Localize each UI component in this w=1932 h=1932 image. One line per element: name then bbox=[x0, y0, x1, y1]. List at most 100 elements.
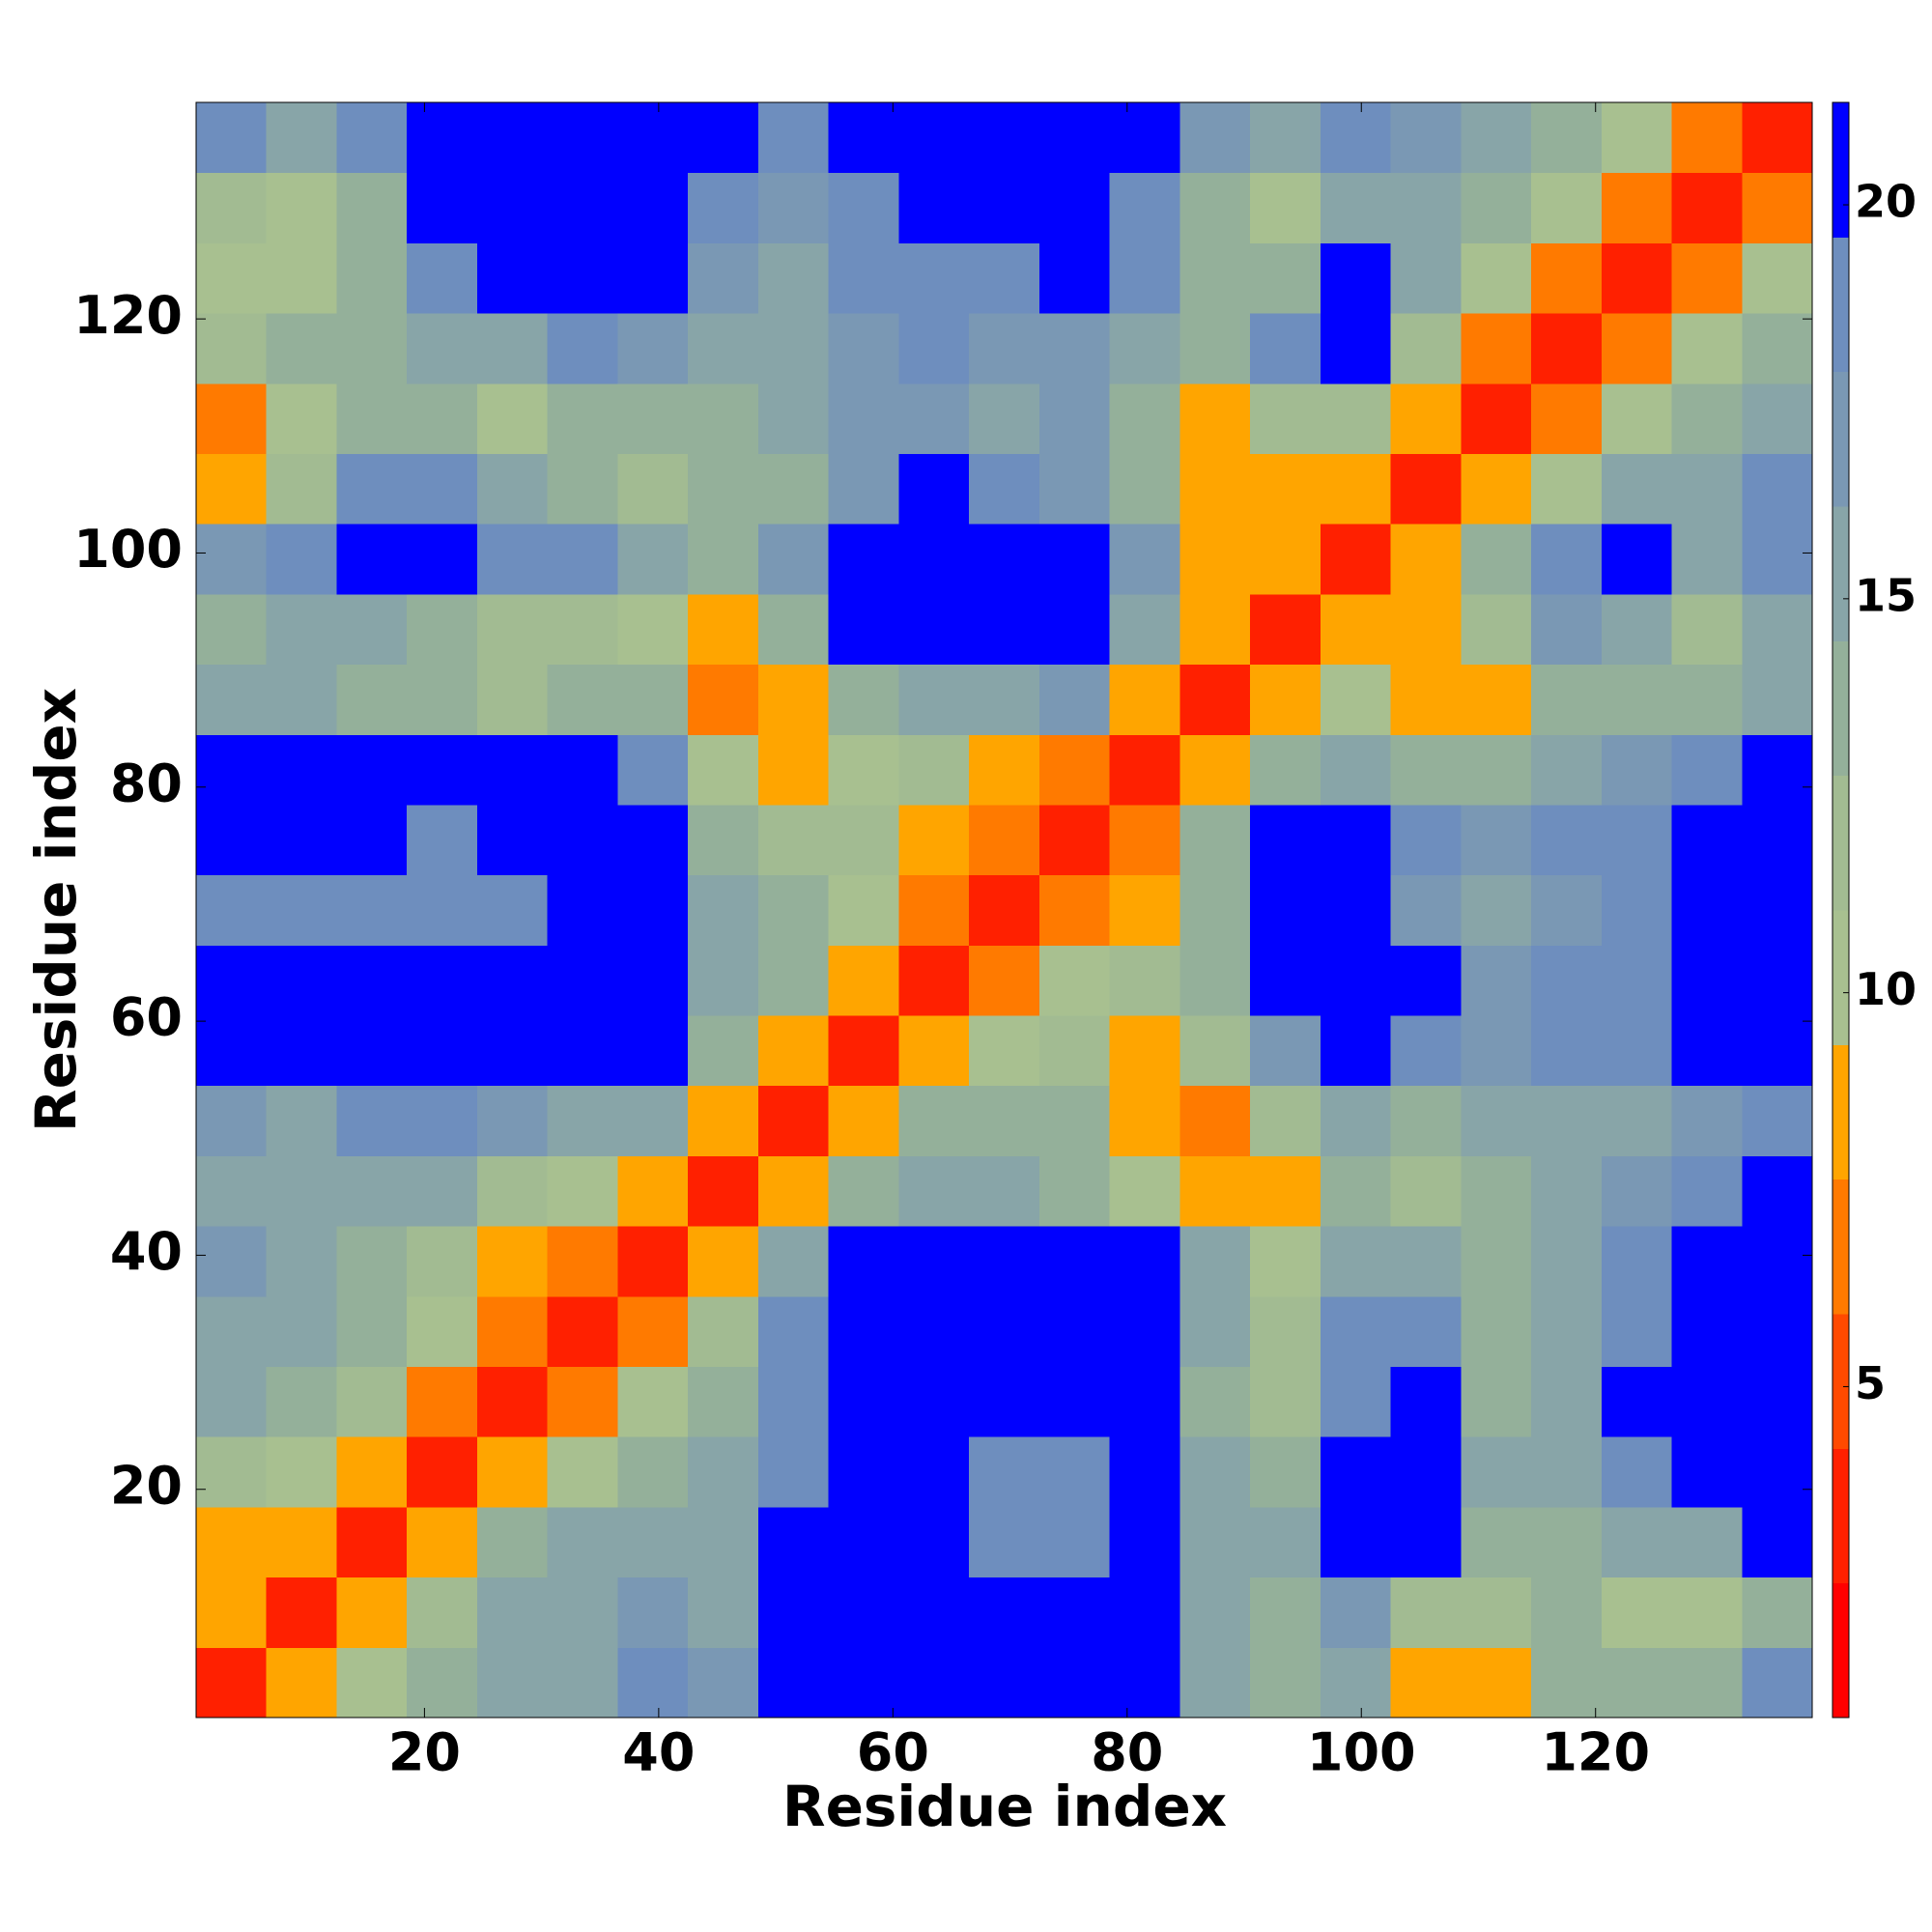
heatmap-cell bbox=[617, 1085, 689, 1156]
heatmap-cell bbox=[1320, 1366, 1392, 1437]
heatmap-cell bbox=[407, 874, 478, 946]
heatmap-cell bbox=[1179, 734, 1251, 806]
heatmap-cell bbox=[828, 593, 899, 666]
heatmap-cell bbox=[1038, 593, 1111, 666]
heatmap-cell bbox=[1320, 1506, 1392, 1578]
heatmap-cell bbox=[1601, 102, 1673, 174]
heatmap-cell bbox=[1250, 593, 1321, 666]
heatmap-cell bbox=[969, 874, 1040, 946]
heatmap-cell bbox=[547, 172, 618, 243]
heatmap-cell bbox=[547, 242, 618, 314]
heatmap-cell bbox=[1742, 1155, 1813, 1227]
heatmap-cell bbox=[1250, 1155, 1321, 1227]
heatmap-cell bbox=[828, 1436, 899, 1508]
heatmap-cell bbox=[898, 172, 970, 243]
heatmap-cell bbox=[1531, 1226, 1603, 1297]
heatmap-cell bbox=[1531, 242, 1603, 314]
heatmap-cell bbox=[1742, 524, 1813, 595]
heatmap-cell bbox=[1179, 313, 1251, 384]
heatmap-cell bbox=[547, 664, 618, 735]
heatmap-cell bbox=[547, 1647, 618, 1719]
heatmap-cell bbox=[1461, 1226, 1532, 1297]
heatmap-cell bbox=[969, 242, 1040, 314]
heatmap-cell bbox=[1390, 1295, 1462, 1368]
heatmap-cell bbox=[1038, 524, 1111, 595]
heatmap-cell bbox=[1250, 945, 1321, 1016]
heatmap-cell bbox=[1109, 1155, 1180, 1227]
heatmap-cell bbox=[336, 453, 408, 525]
heatmap-cell bbox=[1742, 734, 1813, 806]
heatmap-cell bbox=[1601, 1226, 1673, 1297]
heatmap-cell bbox=[336, 804, 408, 876]
colorbar-segment bbox=[1833, 371, 1849, 507]
colorbar-segment bbox=[1833, 1582, 1849, 1719]
heatmap-cell bbox=[336, 1226, 408, 1297]
heatmap-cell bbox=[828, 1226, 899, 1297]
heatmap-cell bbox=[1742, 1436, 1813, 1508]
heatmap-cell bbox=[336, 1015, 408, 1087]
heatmap-cell bbox=[336, 1436, 408, 1508]
heatmap-cell bbox=[1320, 383, 1392, 454]
heatmap-cell bbox=[617, 1015, 689, 1087]
heatmap-cell bbox=[828, 874, 899, 946]
heatmap-cell bbox=[336, 874, 408, 946]
heatmap-cell bbox=[266, 734, 337, 806]
heatmap-cell bbox=[688, 664, 759, 735]
heatmap-cell bbox=[476, 102, 549, 174]
heatmap-cell bbox=[1742, 453, 1813, 525]
heatmap-cell bbox=[617, 1506, 689, 1578]
heatmap-cell bbox=[1671, 804, 1743, 876]
heatmap-cell bbox=[1038, 1226, 1111, 1297]
heatmap-cell bbox=[969, 524, 1040, 595]
heatmap-cell bbox=[1601, 1366, 1673, 1437]
heatmap-cell bbox=[898, 1085, 970, 1156]
heatmap-cell bbox=[336, 102, 408, 174]
heatmap-cell bbox=[1461, 1295, 1532, 1368]
heatmap-cell bbox=[1390, 1155, 1462, 1227]
heatmap-cell bbox=[828, 1155, 899, 1227]
heatmap-cell bbox=[1531, 1155, 1603, 1227]
heatmap-cell bbox=[196, 945, 268, 1016]
heatmap-cell bbox=[1038, 313, 1111, 384]
heatmap-cell bbox=[1742, 1506, 1813, 1578]
heatmap-cell bbox=[617, 874, 689, 946]
heatmap-cell bbox=[1109, 1647, 1180, 1719]
heatmap-cell bbox=[688, 1577, 759, 1648]
heatmap-cell bbox=[1109, 313, 1180, 384]
heatmap-cell bbox=[688, 383, 759, 454]
heatmap-cell bbox=[898, 313, 970, 384]
heatmap-cell bbox=[1671, 242, 1743, 314]
heatmap-cell bbox=[547, 1577, 618, 1648]
heatmap-cell bbox=[1250, 1647, 1321, 1719]
heatmap-cell bbox=[617, 734, 689, 806]
heatmap-cell bbox=[476, 242, 549, 314]
heatmap-cell bbox=[1601, 1155, 1673, 1227]
heatmap-cell bbox=[407, 664, 478, 735]
heatmap-cell bbox=[266, 1295, 337, 1368]
heatmap-cell bbox=[196, 1085, 268, 1156]
heatmap-cell bbox=[688, 1226, 759, 1297]
heatmap-cell bbox=[407, 453, 478, 525]
heatmap-cell bbox=[266, 1506, 337, 1578]
heatmap-cell bbox=[476, 874, 549, 946]
heatmap-cell bbox=[1671, 1506, 1743, 1578]
heatmap-cell bbox=[1461, 383, 1532, 454]
heatmap-cell bbox=[266, 242, 337, 314]
heatmap-cell bbox=[266, 593, 337, 666]
heatmap-cell bbox=[1250, 874, 1321, 946]
heatmap-cell bbox=[1250, 1366, 1321, 1437]
heatmap-cell bbox=[828, 1295, 899, 1368]
heatmap-cell bbox=[617, 1577, 689, 1648]
heatmap-cell bbox=[1461, 593, 1532, 666]
heatmap-cell bbox=[476, 734, 549, 806]
heatmap-cell bbox=[1531, 874, 1603, 946]
heatmap-cell bbox=[1531, 1577, 1603, 1648]
heatmap-cell bbox=[1250, 1295, 1321, 1368]
heatmap-cell bbox=[1038, 804, 1111, 876]
heatmap-cell bbox=[969, 102, 1040, 174]
heatmap-cell bbox=[1531, 1436, 1603, 1508]
heatmap-cell bbox=[1461, 313, 1532, 384]
heatmap-cell bbox=[1390, 524, 1462, 595]
heatmap-cell bbox=[1250, 1015, 1321, 1087]
heatmap-cell bbox=[1461, 1506, 1532, 1578]
